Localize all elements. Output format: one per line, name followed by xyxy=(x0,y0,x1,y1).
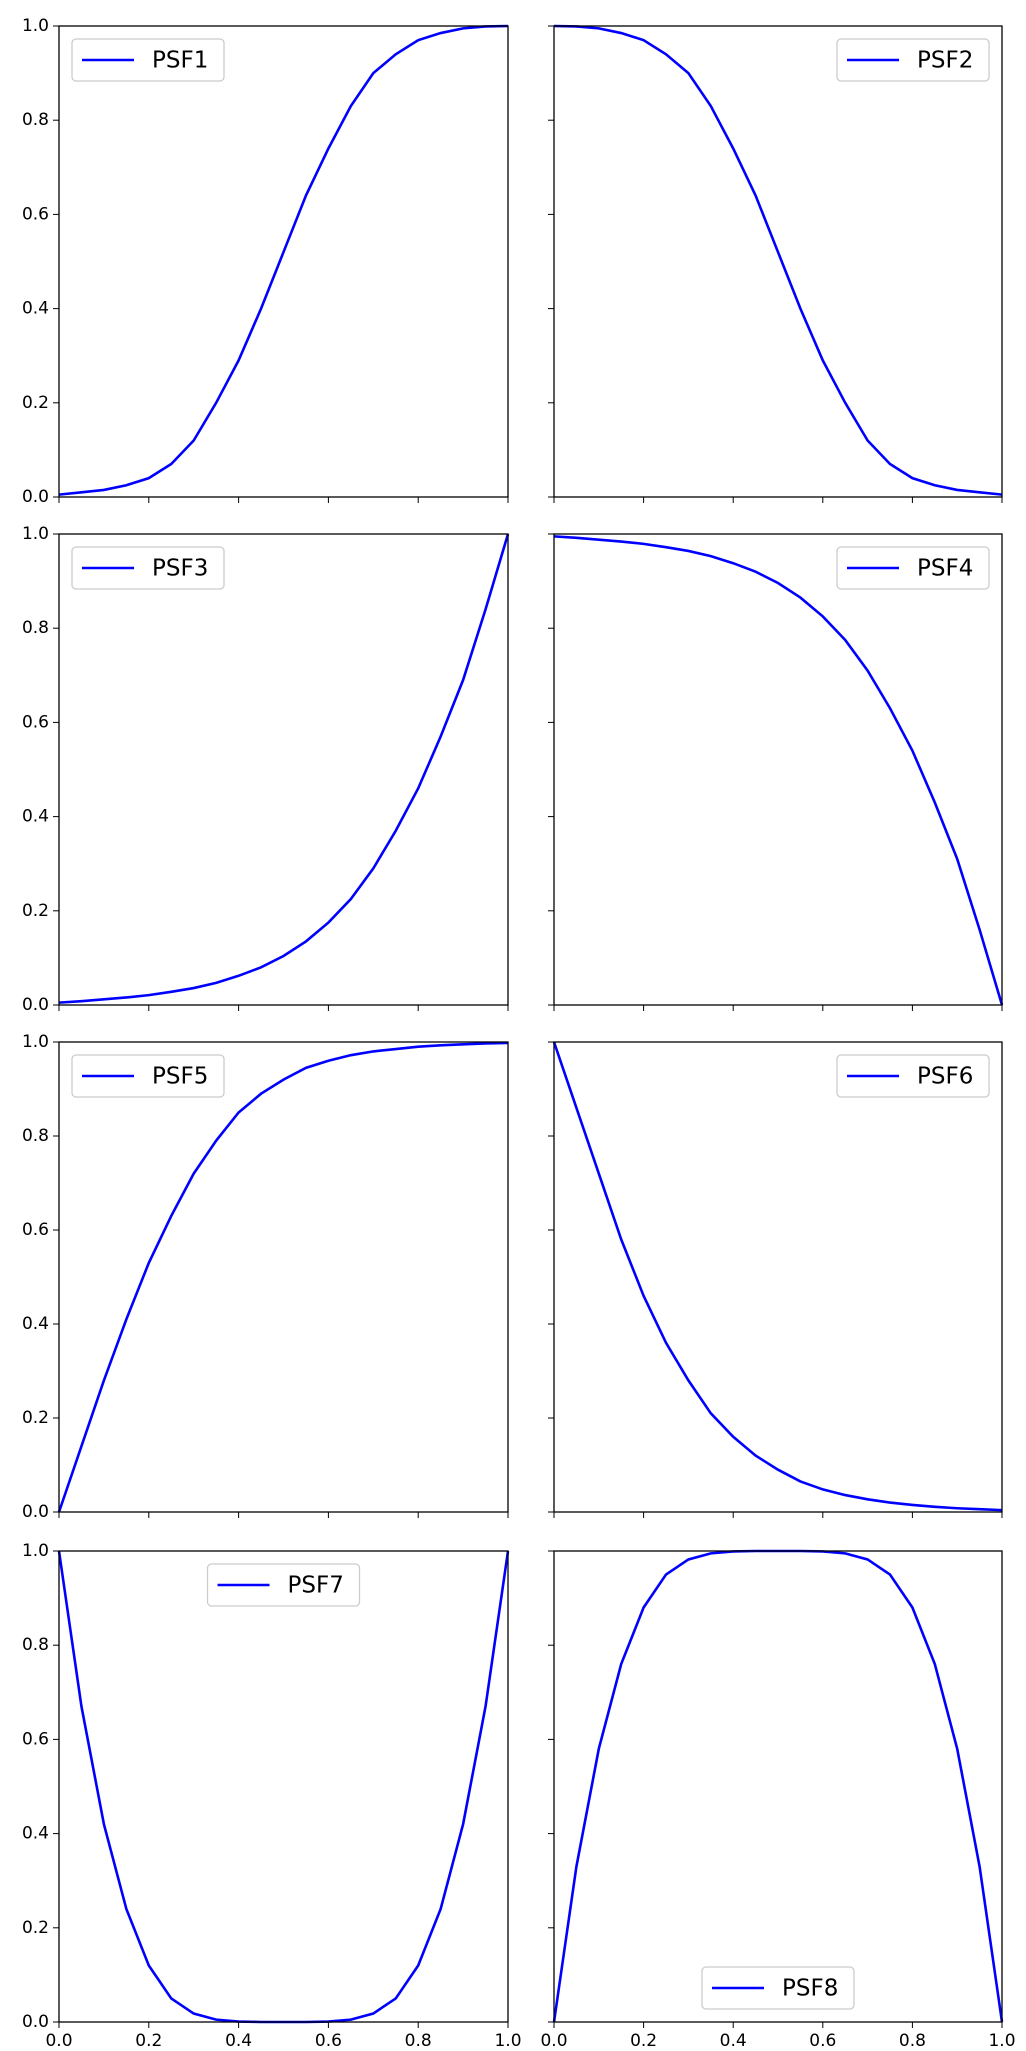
legend: PSF6 xyxy=(836,1054,990,1098)
y-tick-label: 0.4 xyxy=(22,1824,49,1844)
legend: PSF7 xyxy=(206,1563,361,1607)
x-tick-label: 0.2 xyxy=(135,2031,162,2051)
legend-label: PSF4 xyxy=(917,556,973,582)
y-tick-label: 0.4 xyxy=(22,299,49,319)
legend-label: PSF1 xyxy=(152,48,208,74)
legend: PSF1 xyxy=(71,38,225,82)
legend-box xyxy=(836,38,990,82)
axes-frame xyxy=(553,1041,1003,1513)
x-tick-label: 0.6 xyxy=(809,2031,836,2051)
legend-box xyxy=(836,1054,990,1098)
y-tick-label: 0.8 xyxy=(22,110,49,130)
legend-label: PSF8 xyxy=(782,1976,838,2002)
legend-label: PSF5 xyxy=(152,1064,208,1090)
x-tick-label: 0.4 xyxy=(225,2031,252,2051)
legend-label: PSF6 xyxy=(917,1064,973,1090)
legend: PSF4 xyxy=(836,546,990,590)
y-tick-label: 0.8 xyxy=(22,1126,49,1146)
x-tick-label: 0.6 xyxy=(315,2031,342,2051)
y-tick-label: 0.2 xyxy=(22,1918,49,1938)
y-tick-label: 0.2 xyxy=(22,901,49,921)
axes-frame xyxy=(58,1041,509,1513)
y-tick-label: 1.0 xyxy=(22,1541,49,1561)
x-tick-label: 0.4 xyxy=(720,2031,747,2051)
y-tick-label: 0.0 xyxy=(22,487,49,507)
legend: PSF5 xyxy=(71,1054,225,1098)
axes-frame xyxy=(58,25,509,498)
line xyxy=(58,24,509,496)
legend-box xyxy=(71,546,225,590)
axes-frame xyxy=(553,1550,1003,2023)
x-tick-label: 1.0 xyxy=(988,2031,1015,2051)
y-tick-label: 1.0 xyxy=(22,1032,49,1052)
legend-box xyxy=(206,1563,361,1607)
x-tick-label: 0.0 xyxy=(45,2031,72,2051)
x-tick-label: 0.0 xyxy=(540,2031,567,2051)
line xyxy=(552,1549,1004,2023)
y-tick-label: 1.0 xyxy=(22,524,49,544)
legend-box xyxy=(836,546,990,590)
line xyxy=(57,1041,509,1513)
legend-label: PSF7 xyxy=(288,1573,344,1599)
line xyxy=(552,1041,1003,1512)
y-tick-label: 0.2 xyxy=(22,1408,49,1428)
legend-box xyxy=(71,1054,225,1098)
y-tick-label: 0.4 xyxy=(22,807,49,827)
legend-box xyxy=(71,38,225,82)
y-tick-label: 0.6 xyxy=(22,1729,49,1749)
legend-label: PSF3 xyxy=(152,556,208,582)
y-tick-label: 0.0 xyxy=(22,2012,49,2032)
legend: PSF3 xyxy=(71,546,225,590)
y-tick-label: 0.0 xyxy=(22,995,49,1015)
line xyxy=(553,535,1004,1006)
legend: PSF8 xyxy=(701,1966,855,2010)
y-tick-label: 0.8 xyxy=(22,1635,49,1655)
line xyxy=(57,1550,510,2024)
line xyxy=(58,533,510,1004)
y-tick-label: 0.6 xyxy=(22,204,49,224)
y-tick-label: 0.4 xyxy=(22,1314,49,1334)
axes-frame xyxy=(58,1550,509,2023)
axes-frame xyxy=(553,533,1003,1006)
x-tick-label: 1.0 xyxy=(494,2031,521,2051)
y-tick-label: 0.6 xyxy=(22,1220,49,1240)
y-tick-label: 0.0 xyxy=(22,1502,49,1522)
axes-frame xyxy=(58,533,509,1006)
line xyxy=(553,24,1003,496)
y-tick-label: 0.2 xyxy=(22,393,49,413)
y-tick-label: 0.8 xyxy=(22,618,49,638)
axes-frame xyxy=(553,25,1003,498)
legend-label: PSF2 xyxy=(917,48,973,74)
legend: PSF2 xyxy=(836,38,990,82)
y-tick-label: 0.6 xyxy=(22,712,49,732)
legend-box xyxy=(701,1966,855,2010)
x-tick-label: 0.2 xyxy=(630,2031,657,2051)
x-tick-label: 0.8 xyxy=(899,2031,926,2051)
y-tick-label: 1.0 xyxy=(22,16,49,36)
x-tick-label: 0.8 xyxy=(405,2031,432,2051)
